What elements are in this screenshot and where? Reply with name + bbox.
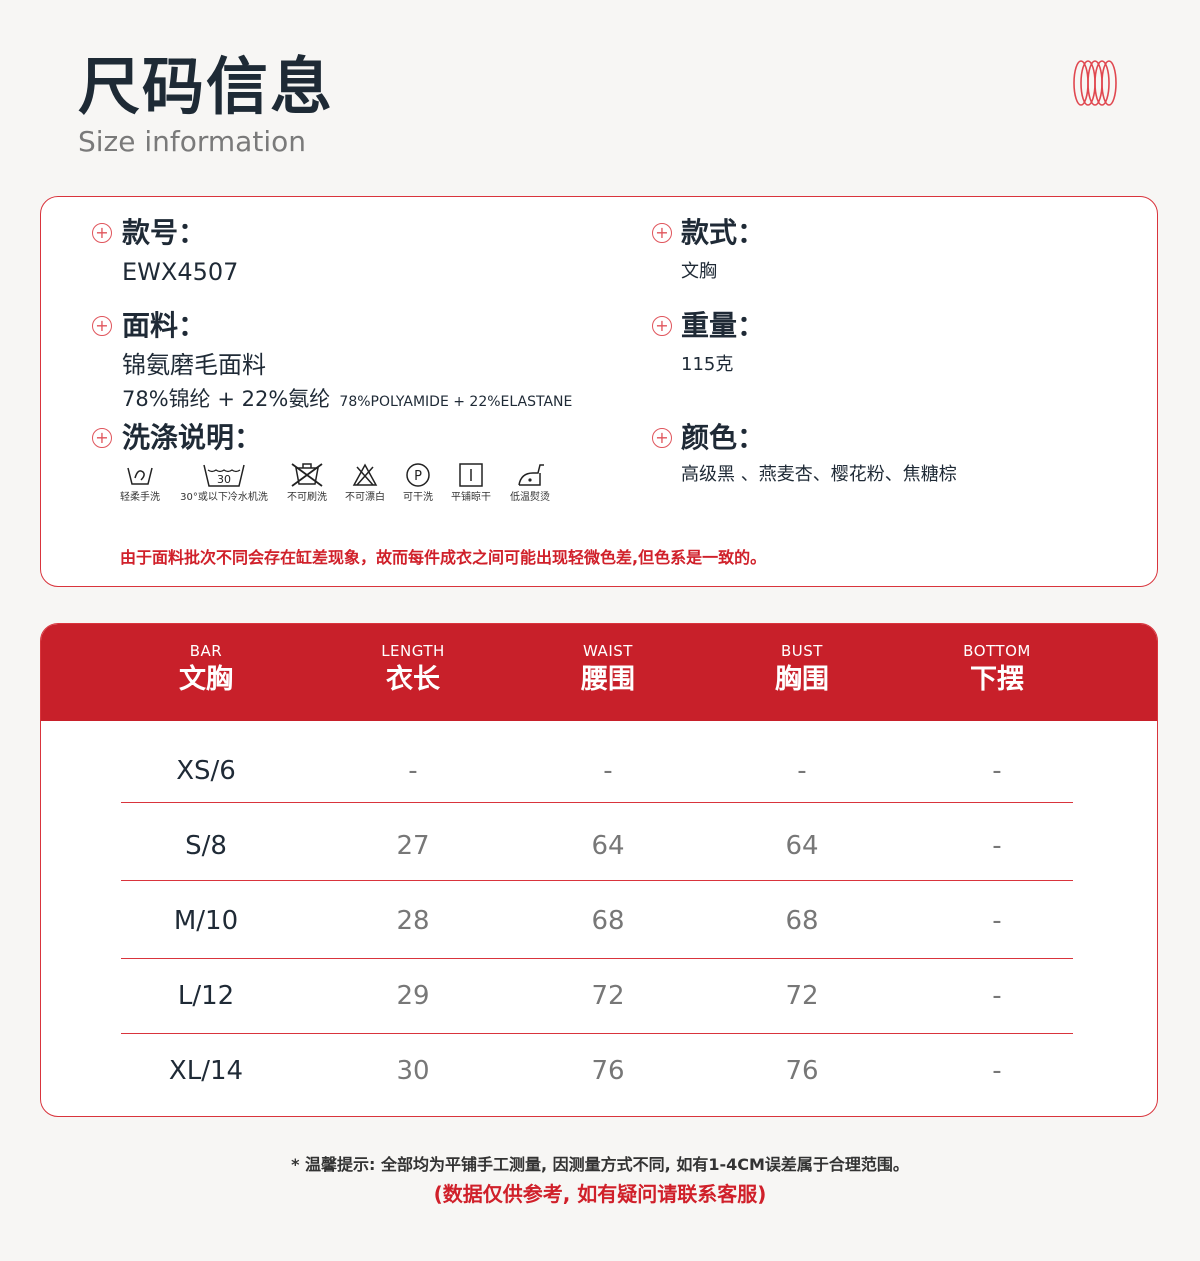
column-header-en: LENGTH (381, 642, 445, 660)
cell-waist: 64 (591, 831, 625, 861)
care-item: 轻柔手洗 (92, 462, 188, 504)
plus-circle-icon: + (92, 428, 112, 448)
plus-circle-icon: + (652, 428, 672, 448)
cell-bottom: - (992, 831, 1002, 861)
svg-text:30: 30 (217, 473, 231, 486)
dry-clean-icon: P (406, 463, 430, 487)
style-no-value: EWX4507 (122, 258, 239, 286)
care-item-label: 可干洗 (403, 492, 433, 503)
hand-wash-icon (127, 467, 153, 485)
measurement-tip: * 温馨提示: 全部均为平铺手工测量, 因测量方式不同, 如有1-4CM误差属于… (291, 1155, 909, 1174)
row-divider (121, 880, 1073, 881)
plus-circle-icon: + (92, 316, 112, 336)
column-header-cn: 胸围 (775, 664, 829, 695)
cell-length: 30 (396, 1056, 430, 1086)
cell-length: - (408, 756, 418, 786)
plus-circle-icon: + (92, 223, 112, 243)
column-header-cn: 腰围 (581, 664, 635, 695)
row-divider (121, 802, 1073, 803)
row-divider (121, 1033, 1073, 1034)
no-bleach-icon (352, 463, 378, 486)
care-item-label: 不可漂白 (345, 492, 385, 503)
size-label: M/10 (173, 906, 239, 936)
column-header-bar: BAR 文胸 (106, 642, 306, 696)
weight-label: 重量： (681, 309, 766, 342)
care-item-label: 轻柔手洗 (120, 492, 160, 503)
care-item: 不可漂白 (317, 462, 413, 504)
column-header-en: BAR (189, 642, 223, 660)
type-label: 款式： (681, 216, 766, 249)
cell-bust: 72 (785, 981, 819, 1011)
column-header-en: WAIST (583, 642, 633, 660)
plus-circle-icon: + (652, 223, 672, 243)
type-value: 文胸 (681, 261, 717, 282)
svg-text:P: P (414, 469, 422, 484)
column-header-en: BUST (781, 642, 823, 660)
cell-bottom: - (992, 756, 1002, 786)
care-item: 30 30°或以下冷水机洗 (176, 462, 272, 504)
column-header-waist: WAIST 腰围 (508, 642, 708, 696)
color-value: 高级黑 、燕麦杏、樱花粉、焦糖棕 (681, 464, 957, 485)
product-info-card (40, 196, 1158, 587)
fabric-composition-cn: 78%锦纶 + 22%氨纶 (122, 387, 331, 411)
fabric-value: 锦氨磨毛面料 (122, 351, 266, 379)
cell-bottom: - (992, 981, 1002, 1011)
size-label: XL/14 (168, 1056, 244, 1086)
cell-waist: 68 (591, 906, 625, 936)
color-label: 颜色： (681, 421, 766, 454)
no-brush-wash-icon (291, 463, 323, 487)
size-label: XS/6 (176, 756, 236, 786)
column-header-cn: 文胸 (179, 664, 233, 695)
brand-logo-icon (1073, 60, 1117, 106)
care-item: P 可干洗 (370, 462, 466, 504)
dry-flat-icon (459, 463, 483, 487)
cell-waist: 72 (591, 981, 625, 1011)
size-table: BAR 文胸 LENGTH 衣长 WAIST 腰围 BUST 胸围 BOTTOM 下摆 XS/6 -… (40, 623, 1158, 1117)
column-header-bust: BUST 胸围 (702, 642, 902, 696)
plus-circle-icon: + (652, 316, 672, 336)
care-item-label: 30°或以下冷水机洗 (180, 492, 268, 503)
cell-bust: 68 (785, 906, 819, 936)
cell-waist: 76 (591, 1056, 625, 1086)
low-iron-icon (518, 464, 544, 486)
size-table-header: BAR 文胸 LENGTH 衣长 WAIST 腰围 BUST 胸围 BOTTOM 下摆 (41, 624, 1157, 721)
care-item-label: 平铺晾干 (451, 492, 491, 503)
care-item: 平铺晾干 (423, 462, 519, 504)
cell-bottom: - (992, 1056, 1002, 1086)
cell-bust: - (797, 756, 807, 786)
page-subtitle: Size information (78, 125, 306, 158)
style-no-label: 款号： (122, 216, 207, 249)
care-item: 不可刷洗 (259, 462, 355, 504)
cell-bust: 64 (785, 831, 819, 861)
cell-bottom: - (992, 906, 1002, 936)
page-title: 尺码信息 (78, 50, 335, 123)
size-label: L/12 (177, 981, 235, 1011)
size-label: S/8 (185, 831, 227, 861)
care-item-label: 不可刷洗 (287, 492, 327, 503)
care-item: 低温熨烫 (482, 462, 578, 504)
care-item-label: 低温熨烫 (510, 492, 550, 503)
machine-wash-30-icon: 30 (203, 464, 245, 487)
color-variation-note: 由于面料批次不同会存在缸差现象，故而每件成衣之间可能出现轻微色差,但色系是一致的… (120, 548, 767, 567)
disclaimer: (数据仅供参考, 如有疑问请联系客服) (433, 1182, 767, 1206)
cell-length: 27 (396, 831, 430, 861)
column-header-cn: 衣长 (386, 664, 440, 695)
weight-value: 115克 (681, 354, 734, 375)
column-header-length: LENGTH 衣长 (313, 642, 513, 696)
cell-length: 29 (396, 981, 430, 1011)
cell-bust: 76 (785, 1056, 819, 1086)
care-label: 洗涤说明： (122, 421, 263, 454)
fabric-label: 面料： (122, 309, 207, 342)
column-header-en: BOTTOM (963, 642, 1031, 660)
column-header-bottom: BOTTOM 下摆 (897, 642, 1097, 696)
fabric-composition-en: 78%POLYAMIDE + 22%ELASTANE (339, 394, 573, 410)
row-divider (121, 958, 1073, 959)
cell-waist: - (603, 756, 613, 786)
column-header-cn: 下摆 (970, 664, 1024, 695)
cell-length: 28 (396, 906, 430, 936)
